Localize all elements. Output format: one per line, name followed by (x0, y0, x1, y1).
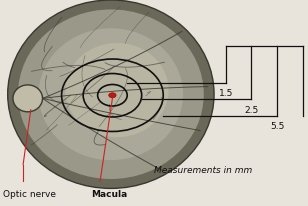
Circle shape (109, 93, 116, 98)
Text: 5.5: 5.5 (270, 122, 284, 130)
Text: 2.5: 2.5 (244, 105, 258, 114)
Ellipse shape (18, 10, 204, 179)
Ellipse shape (8, 1, 214, 188)
Text: Measurements in mm: Measurements in mm (154, 165, 252, 174)
Ellipse shape (39, 29, 183, 160)
Ellipse shape (13, 85, 43, 112)
Ellipse shape (66, 44, 169, 137)
Text: 1.5: 1.5 (219, 89, 233, 97)
Text: Optic nerve: Optic nerve (3, 189, 56, 198)
Text: Macula: Macula (91, 189, 127, 198)
